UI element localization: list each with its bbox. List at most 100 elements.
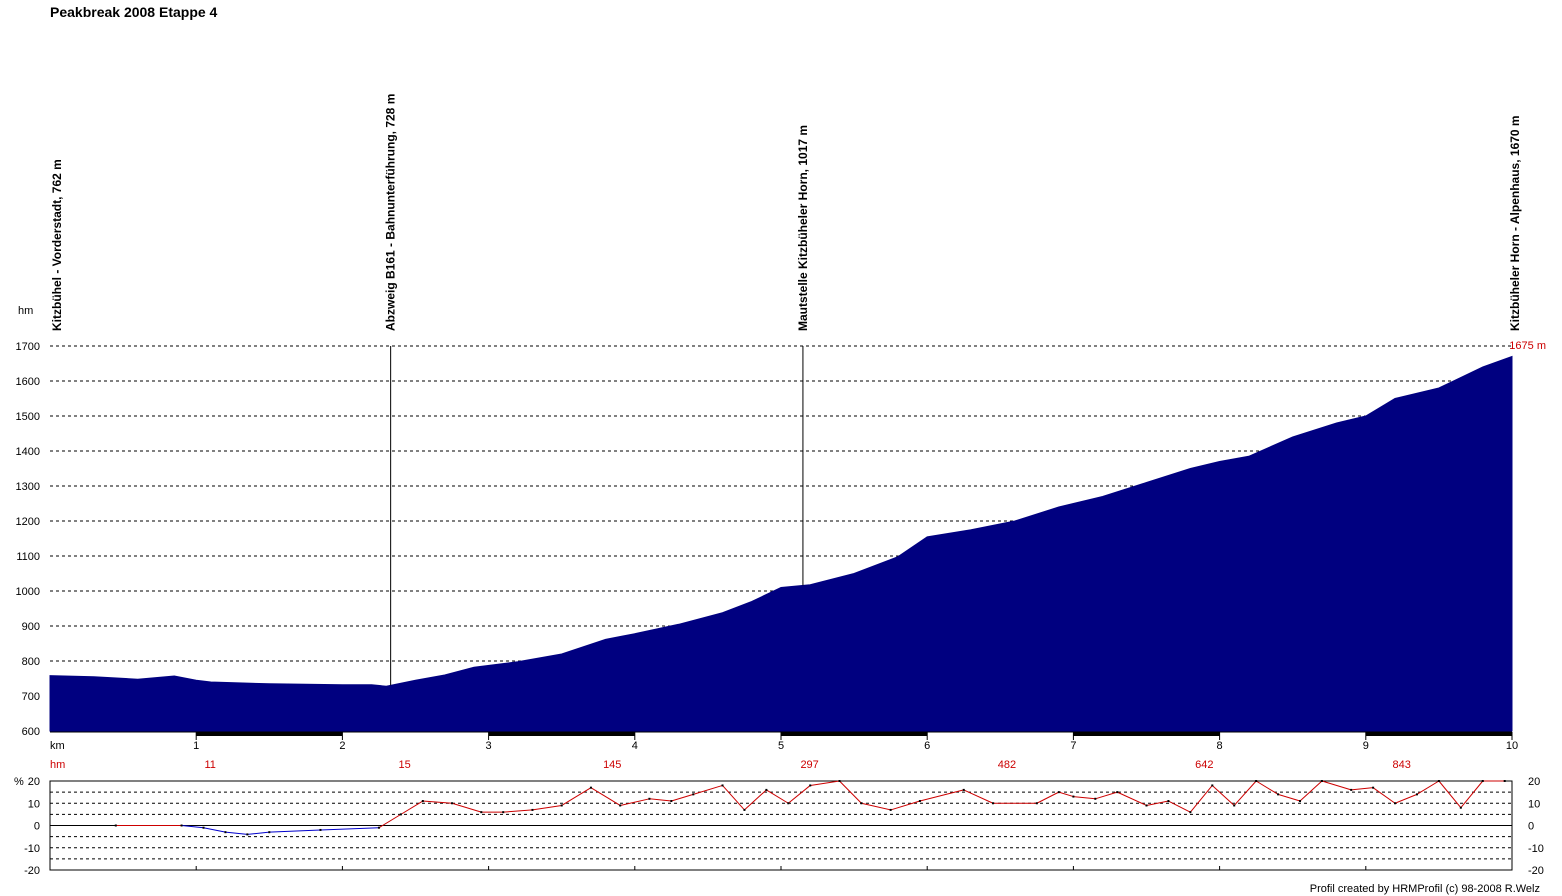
gradient-segment — [1372, 787, 1396, 804]
gradient-point — [1145, 804, 1148, 807]
ascent-value: 297 — [800, 759, 818, 771]
gradient-point — [589, 786, 592, 789]
gradient-segment — [839, 780, 862, 804]
x-tick-label: 2 — [339, 740, 345, 752]
gradient-segment — [1321, 780, 1352, 791]
gradient-point — [1372, 786, 1375, 789]
gradient-point — [1299, 800, 1302, 803]
gradient-y-tick-label-right: 20 — [1528, 776, 1540, 788]
gradient-point — [224, 831, 227, 834]
ascent-row-label: hm — [50, 759, 65, 771]
ascent-value: 482 — [998, 759, 1016, 771]
gradient-point — [809, 784, 812, 787]
gradient-point — [1233, 804, 1236, 807]
x-axis-label: km — [50, 740, 65, 752]
gradient-segment — [269, 829, 321, 833]
gradient-point — [319, 828, 322, 831]
gradient-unit-label: % — [14, 776, 24, 788]
gradient-segment — [561, 787, 592, 806]
gradient-point — [180, 824, 183, 827]
y-axis-label: hm — [18, 305, 33, 317]
gradient-y-tick-label-left: 10 — [28, 798, 40, 810]
gradient-point — [246, 833, 249, 836]
gradient-y-tick-label-left: -10 — [24, 843, 40, 855]
gradient-point — [1189, 811, 1192, 814]
gradient-point — [1503, 780, 1506, 782]
waypoint-label: Mautstelle Kitzbüheler Horn, 1017 m — [796, 125, 810, 331]
chart-title: Peakbreak 2008 Etappe 4 — [50, 4, 218, 20]
gradient-point — [1394, 802, 1397, 805]
gradient-segment — [590, 787, 621, 806]
gradient-point — [1057, 791, 1060, 794]
y-tick-label: 1100 — [16, 551, 40, 563]
gradient-point — [114, 824, 117, 827]
y-tick-label: 900 — [22, 621, 40, 633]
gradient-segment — [744, 789, 767, 811]
gradient-point — [1116, 791, 1119, 794]
gradient-point — [670, 800, 673, 803]
gradient-point — [1415, 793, 1418, 796]
gradient-segment — [963, 789, 994, 804]
gradient-segment — [1255, 780, 1279, 795]
gradient-point — [421, 800, 424, 803]
y-tick-label: 1400 — [16, 446, 40, 458]
ascent-value: 15 — [399, 759, 411, 771]
gradient-point — [531, 808, 534, 811]
gradient-segment — [1117, 791, 1147, 806]
gradient-segment — [1189, 785, 1213, 813]
gradient-y-tick-label-right: -10 — [1528, 843, 1544, 855]
gradient-segment — [1394, 793, 1418, 804]
x-tick-label: 9 — [1363, 740, 1369, 752]
km-segment — [781, 732, 928, 736]
gradient-point — [1072, 795, 1075, 798]
gradient-point — [962, 788, 965, 791]
gradient-point — [502, 811, 505, 814]
gradient-point — [377, 826, 380, 829]
ascent-value: 843 — [1393, 759, 1411, 771]
y-tick-label: 600 — [22, 726, 40, 738]
gradient-segment — [810, 780, 840, 786]
gradient-segment — [1416, 780, 1440, 795]
gradient-point — [765, 788, 768, 791]
gradient-point — [619, 804, 622, 807]
gradient-y-tick-label-left: 0 — [34, 821, 40, 833]
y-tick-label: 800 — [22, 656, 40, 668]
gradient-y-tick-label-left: -20 — [24, 865, 40, 877]
gradient-segment — [378, 813, 402, 829]
km-segment — [1073, 732, 1220, 736]
gradient-segment — [649, 798, 672, 802]
gradient-point — [1035, 802, 1038, 805]
gradient-segment — [1277, 793, 1301, 802]
gradient-segment — [1299, 780, 1323, 802]
gradient-point — [480, 811, 483, 814]
gradient-segment — [225, 831, 248, 835]
gradient-segment — [671, 793, 694, 802]
y-tick-label: 1700 — [16, 341, 40, 353]
x-tick-label: 5 — [778, 740, 784, 752]
max-elevation-label: 1675 m — [1509, 340, 1546, 352]
gradient-point — [1481, 780, 1484, 782]
gradient-point — [860, 802, 863, 805]
gradient-point — [648, 797, 651, 800]
gradient-segment — [247, 831, 270, 835]
gradient-point — [1320, 780, 1323, 782]
gradient-segment — [1058, 791, 1074, 798]
gradient-segment — [400, 800, 424, 815]
gradient-point — [1437, 780, 1440, 782]
gradient-point — [1350, 788, 1353, 791]
x-tick-label: 3 — [486, 740, 492, 752]
ascent-value: 11 — [204, 759, 215, 771]
x-tick-label: 4 — [632, 740, 638, 752]
gradient-segment — [1233, 780, 1257, 806]
gradient-segment — [181, 825, 204, 829]
gradient-point — [721, 784, 724, 787]
gradient-point — [1459, 806, 1462, 809]
gradient-segment — [1168, 800, 1191, 813]
gradient-y-tick-label-right: 0 — [1528, 821, 1534, 833]
gradient-segment — [451, 802, 482, 813]
gradient-point — [1211, 784, 1214, 787]
gradient-point — [560, 804, 563, 807]
credit-text: Profil created by HRMProfil (c) 98-2008 … — [1309, 883, 1540, 895]
x-tick-label: 7 — [1070, 740, 1076, 752]
